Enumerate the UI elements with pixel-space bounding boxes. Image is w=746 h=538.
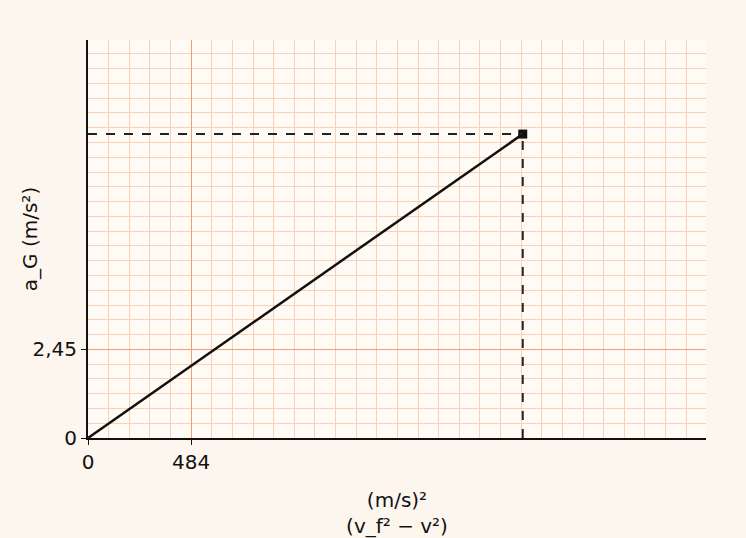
svg-text:484: 484 <box>172 450 210 474</box>
svg-text:0: 0 <box>64 426 77 450</box>
svg-text:0: 0 <box>82 450 95 474</box>
svg-text:a_G (m/s²): a_G (m/s²) <box>18 187 42 291</box>
svg-text:(m/s)²(v_f² − v²): (m/s)²(v_f² − v²) <box>346 488 448 538</box>
svg-text:2,45: 2,45 <box>32 337 77 361</box>
